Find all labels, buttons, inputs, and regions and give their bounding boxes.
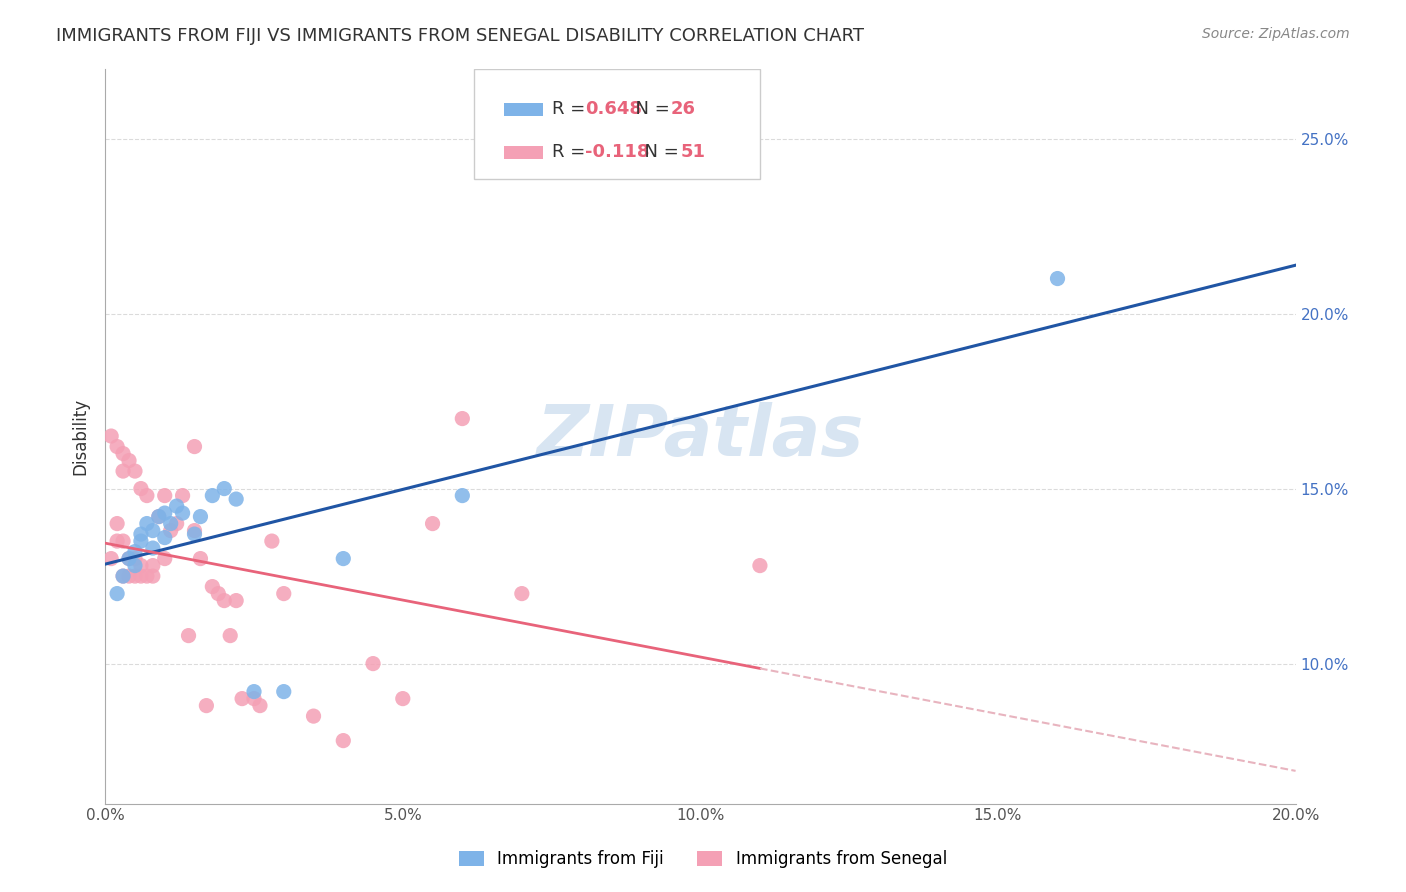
Immigrants from Fiji	[1046, 271, 1069, 285]
Immigrants from Senegal	[748, 558, 770, 573]
Immigrants from Senegal	[183, 524, 205, 538]
Text: 26: 26	[671, 100, 696, 119]
Immigrants from Senegal	[105, 516, 128, 531]
Immigrants from Fiji	[148, 509, 170, 524]
Immigrants from Fiji	[201, 489, 224, 503]
Immigrants from Senegal	[159, 524, 181, 538]
Immigrants from Fiji	[129, 527, 152, 541]
Immigrants from Fiji	[183, 527, 205, 541]
Text: ZIPatlas: ZIPatlas	[537, 401, 865, 471]
Legend: Immigrants from Fiji, Immigrants from Senegal: Immigrants from Fiji, Immigrants from Se…	[453, 844, 953, 875]
Immigrants from Senegal	[129, 482, 152, 496]
Immigrants from Senegal	[124, 551, 146, 566]
Immigrants from Senegal	[142, 558, 165, 573]
Immigrants from Fiji	[172, 506, 194, 520]
Immigrants from Senegal	[100, 429, 122, 443]
Immigrants from Fiji	[190, 509, 212, 524]
Immigrants from Senegal	[135, 569, 157, 583]
Immigrants from Senegal	[105, 440, 128, 454]
Text: Source: ZipAtlas.com: Source: ZipAtlas.com	[1202, 27, 1350, 41]
Immigrants from Senegal	[112, 464, 135, 478]
Immigrants from Senegal	[190, 551, 212, 566]
Immigrants from Senegal	[332, 733, 354, 747]
Immigrants from Senegal	[422, 516, 444, 531]
Immigrants from Senegal	[231, 691, 253, 706]
Immigrants from Fiji	[153, 506, 176, 520]
Immigrants from Fiji	[243, 684, 266, 698]
Text: R =: R =	[553, 144, 591, 161]
Immigrants from Senegal	[273, 586, 295, 600]
FancyBboxPatch shape	[474, 69, 759, 178]
Immigrants from Senegal	[105, 534, 128, 549]
Immigrants from Senegal	[129, 569, 152, 583]
Immigrants from Senegal	[207, 586, 229, 600]
Immigrants from Fiji	[124, 558, 146, 573]
Immigrants from Senegal	[112, 446, 135, 460]
Text: N =: N =	[623, 100, 675, 119]
Immigrants from Senegal	[142, 569, 165, 583]
Immigrants from Senegal	[112, 569, 135, 583]
Immigrants from Fiji	[118, 551, 141, 566]
Immigrants from Fiji	[153, 531, 176, 545]
Immigrants from Fiji	[451, 489, 474, 503]
Immigrants from Senegal	[177, 629, 200, 643]
Immigrants from Senegal	[249, 698, 271, 713]
Y-axis label: Disability: Disability	[72, 398, 89, 475]
Text: IMMIGRANTS FROM FIJI VS IMMIGRANTS FROM SENEGAL DISABILITY CORRELATION CHART: IMMIGRANTS FROM FIJI VS IMMIGRANTS FROM …	[56, 27, 865, 45]
Immigrants from Senegal	[118, 569, 141, 583]
Text: 51: 51	[681, 144, 706, 161]
Immigrants from Senegal	[153, 551, 176, 566]
Immigrants from Senegal	[112, 534, 135, 549]
Immigrants from Senegal	[219, 629, 242, 643]
Immigrants from Senegal	[510, 586, 533, 600]
Immigrants from Senegal	[148, 509, 170, 524]
Immigrants from Fiji	[112, 569, 135, 583]
Immigrants from Senegal	[124, 464, 146, 478]
Immigrants from Senegal	[135, 489, 157, 503]
Text: R =: R =	[553, 100, 591, 119]
Immigrants from Fiji	[273, 684, 295, 698]
Immigrants from Senegal	[183, 440, 205, 454]
Immigrants from Senegal	[361, 657, 384, 671]
Immigrants from Fiji	[166, 499, 188, 513]
Immigrants from Fiji	[135, 516, 157, 531]
Text: -0.118: -0.118	[585, 144, 650, 161]
Immigrants from Senegal	[225, 593, 247, 607]
Immigrants from Senegal	[260, 534, 283, 549]
Immigrants from Senegal	[129, 558, 152, 573]
Text: 0.648: 0.648	[585, 100, 643, 119]
Immigrants from Senegal	[391, 691, 413, 706]
Immigrants from Senegal	[302, 709, 325, 723]
Immigrants from Fiji	[225, 492, 247, 507]
FancyBboxPatch shape	[503, 103, 543, 116]
Immigrants from Fiji	[159, 516, 181, 531]
Immigrants from Senegal	[451, 411, 474, 425]
Immigrants from Fiji	[129, 534, 152, 549]
Text: N =: N =	[633, 144, 685, 161]
Immigrants from Senegal	[100, 551, 122, 566]
Immigrants from Senegal	[153, 489, 176, 503]
Immigrants from Fiji	[105, 586, 128, 600]
Immigrants from Fiji	[124, 544, 146, 558]
Immigrants from Senegal	[212, 593, 235, 607]
Immigrants from Senegal	[166, 516, 188, 531]
Immigrants from Fiji	[142, 524, 165, 538]
Immigrants from Senegal	[118, 551, 141, 566]
Immigrants from Senegal	[124, 569, 146, 583]
Immigrants from Fiji	[142, 541, 165, 555]
Immigrants from Senegal	[118, 453, 141, 467]
Immigrants from Fiji	[212, 482, 235, 496]
Immigrants from Senegal	[195, 698, 218, 713]
Immigrants from Senegal	[243, 691, 266, 706]
Immigrants from Fiji	[332, 551, 354, 566]
Immigrants from Senegal	[201, 580, 224, 594]
FancyBboxPatch shape	[503, 145, 543, 159]
Immigrants from Senegal	[172, 489, 194, 503]
